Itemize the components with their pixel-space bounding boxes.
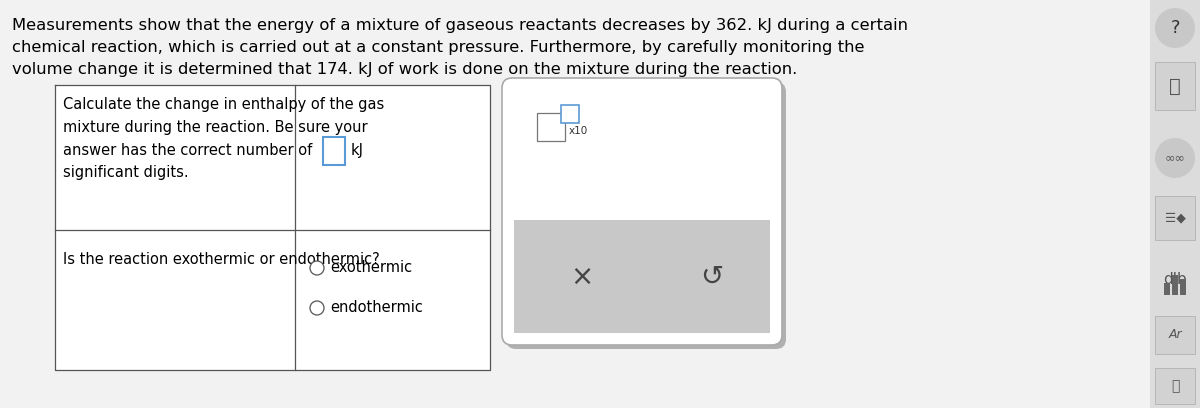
Bar <box>538 113 565 141</box>
Bar <box>323 137 346 165</box>
FancyBboxPatch shape <box>502 78 782 345</box>
Text: ⌹: ⌹ <box>1169 77 1181 95</box>
Text: Measurements show that the energy of a mixture of gaseous reactants decreases by: Measurements show that the energy of a m… <box>12 18 908 33</box>
Bar <box>1154 368 1195 404</box>
Text: dlb: dlb <box>1163 273 1187 288</box>
Bar <box>1154 62 1195 110</box>
Text: ☰◆: ☰◆ <box>1164 211 1186 224</box>
Text: ↺: ↺ <box>701 262 724 290</box>
Bar <box>1164 283 1170 295</box>
Text: chemical reaction, which is carried out at a constant pressure. Furthermore, by : chemical reaction, which is carried out … <box>12 40 864 55</box>
Text: ?: ? <box>1170 19 1180 37</box>
Text: ×: × <box>570 262 594 290</box>
Text: x10: x10 <box>569 126 588 136</box>
Text: volume change it is determined that 174. kJ of work is done on the mixture durin: volume change it is determined that 174.… <box>12 62 797 77</box>
Bar <box>55 85 490 370</box>
Bar <box>1180 279 1186 295</box>
Text: ∞∞: ∞∞ <box>1165 151 1186 164</box>
Text: endothermic: endothermic <box>330 301 422 315</box>
Bar <box>562 105 580 123</box>
Text: exothermic: exothermic <box>330 260 412 275</box>
Text: Is the reaction exothermic or endothermic?: Is the reaction exothermic or endothermi… <box>64 253 379 268</box>
Circle shape <box>310 301 324 315</box>
Text: Calculate the change in enthalpy of the gas
mixture during the reaction. Be sure: Calculate the change in enthalpy of the … <box>64 97 384 180</box>
FancyBboxPatch shape <box>506 82 786 349</box>
Text: Ar: Ar <box>1168 328 1182 341</box>
Bar <box>1172 275 1178 295</box>
Bar <box>1154 196 1195 240</box>
Bar <box>514 220 770 333</box>
Circle shape <box>1154 138 1195 178</box>
Bar <box>1154 316 1195 354</box>
Circle shape <box>1154 8 1195 48</box>
Text: ⌗: ⌗ <box>1171 379 1180 393</box>
Text: kJ: kJ <box>352 144 364 158</box>
Circle shape <box>310 261 324 275</box>
